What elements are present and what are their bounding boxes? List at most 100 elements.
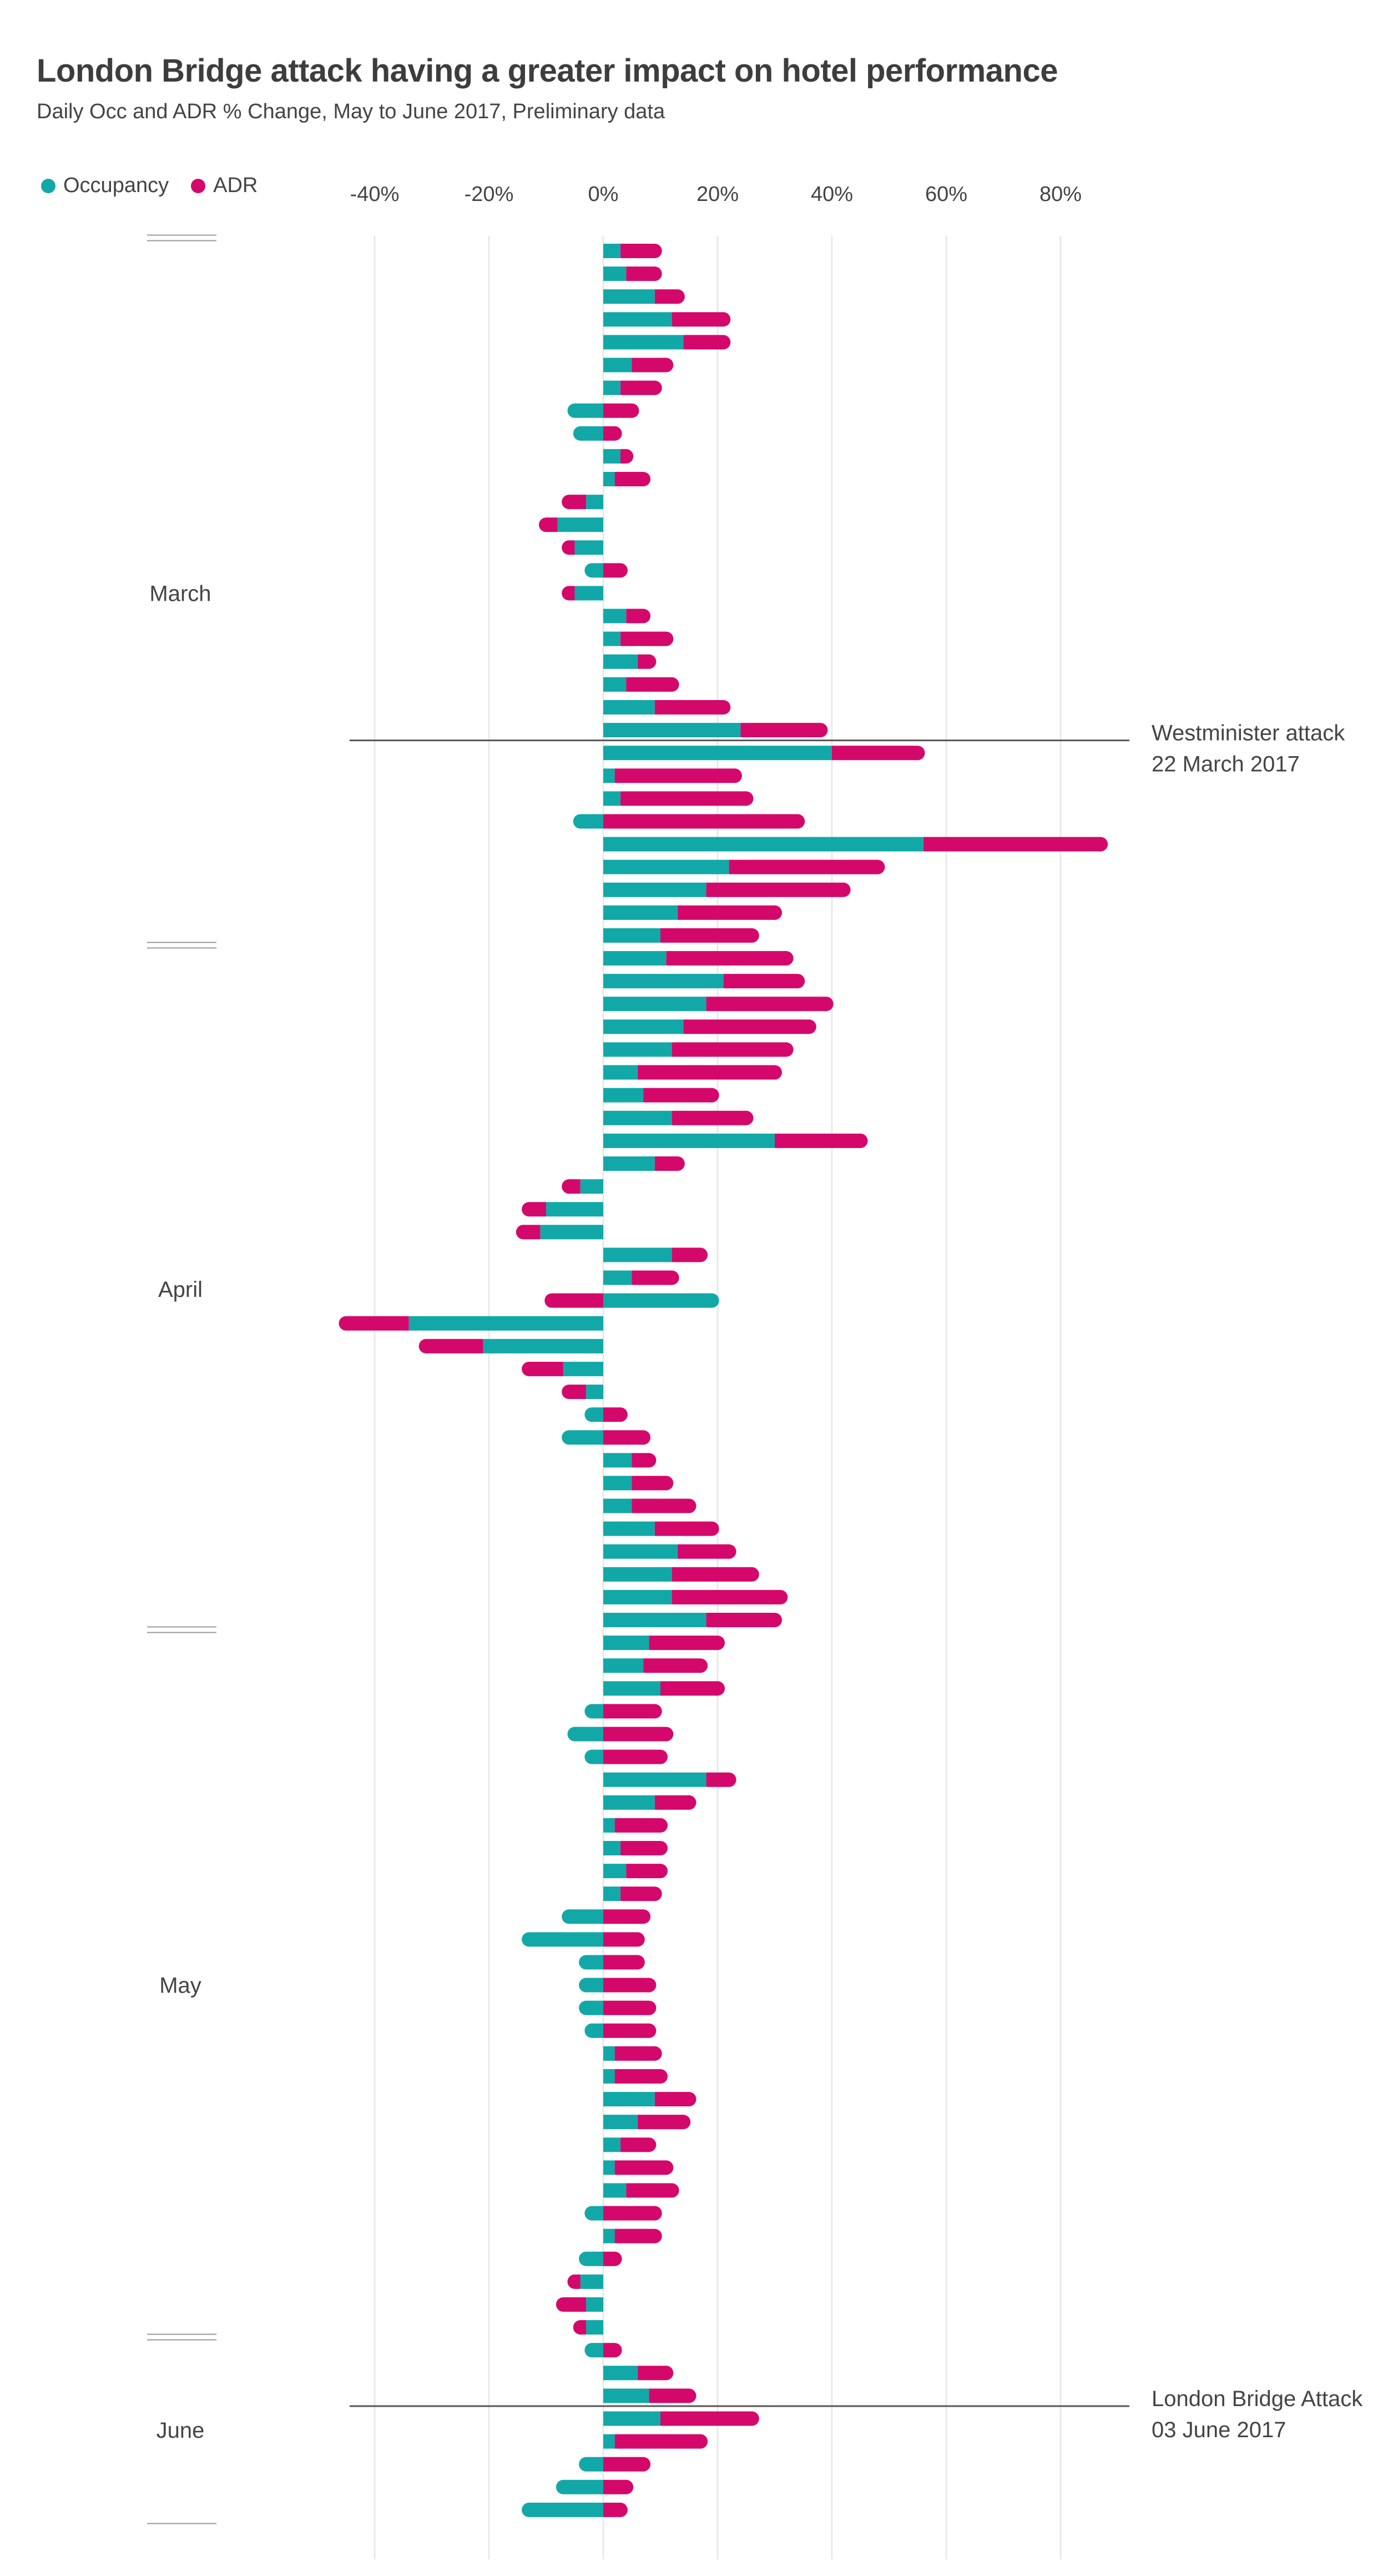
- occupancy-bar: [586, 2320, 603, 2335]
- occupancy-bar: [603, 1613, 706, 1627]
- adr-bar: [614, 2434, 701, 2449]
- day-bar-group: [603, 449, 634, 464]
- adr-bar: [660, 1681, 718, 1696]
- adr-bar-cap: [744, 928, 759, 943]
- occupancy-bar: [603, 2069, 615, 2084]
- occupancy-bar: [603, 2434, 615, 2449]
- occupancy-bar-cap: [579, 1978, 594, 1993]
- occupancy-bar: [603, 837, 923, 852]
- adr-bar: [706, 1613, 775, 1627]
- occupancy-bar: [563, 1361, 603, 1376]
- adr-bar-cap: [613, 563, 628, 578]
- day-bar-group: [603, 266, 662, 281]
- adr-bar-cap: [716, 335, 731, 350]
- event-label-0: Westminister attack: [1152, 721, 1345, 746]
- day-bar-group: [579, 2000, 657, 2015]
- adr-bar-cap: [607, 426, 622, 441]
- day-bar-group: [603, 1019, 816, 1034]
- day-bar-group: [573, 426, 622, 441]
- day-bar-group: [603, 997, 834, 1012]
- adr-bar: [603, 2000, 649, 2015]
- adr-bar-cap: [647, 2206, 662, 2221]
- day-bar-group: [579, 2251, 622, 2266]
- adr-bar-cap: [1093, 837, 1108, 852]
- adr-bar-cap: [562, 495, 577, 510]
- adr-bar-cap: [607, 2343, 622, 2358]
- reference-lines: Westminister attack 22 March 2017 London B…: [350, 721, 1363, 2442]
- occupancy-bar-cap: [562, 1909, 577, 1924]
- day-bar-group: [567, 403, 639, 418]
- occupancy-bar: [603, 951, 667, 966]
- day-bar-group: [522, 1932, 645, 1947]
- x-tick-label-3: 20%: [696, 183, 739, 206]
- adr-bar-cap: [710, 1636, 725, 1651]
- adr-bar-cap: [659, 631, 674, 646]
- adr-bar-cap: [339, 1316, 354, 1331]
- adr-bar: [626, 2183, 672, 2198]
- adr-bar-cap: [721, 1772, 736, 1787]
- day-bar-group: [556, 2297, 603, 2312]
- day-bar-group: [603, 608, 651, 623]
- adr-bar-cap: [693, 1247, 708, 1262]
- day-bar-group: [603, 1544, 736, 1559]
- occupancy-bar: [586, 495, 603, 510]
- occupancy-bar-cap: [522, 1932, 537, 1947]
- adr-bar-cap: [642, 2000, 657, 2015]
- adr-bar: [603, 1727, 667, 1742]
- bars: [339, 244, 1108, 2517]
- adr-bar-cap: [647, 1704, 662, 1719]
- adr-bar-cap: [642, 2137, 657, 2152]
- occupancy-bar-cap: [567, 1727, 582, 1742]
- adr-bar-cap: [636, 608, 651, 623]
- occupancy-bar: [586, 1385, 603, 1399]
- occupancy-bar-cap: [584, 2343, 599, 2358]
- day-bar-group: [603, 837, 1108, 852]
- occupancy-bar: [603, 859, 729, 874]
- x-tick-label-6: 80%: [1039, 183, 1082, 206]
- adr-bar: [603, 1704, 655, 1719]
- adr-bar-cap: [659, 1727, 674, 1742]
- adr-bar-cap: [659, 2160, 674, 2175]
- legend-occupancy-label: Occupancy: [63, 174, 169, 197]
- adr-bar: [603, 1978, 649, 1993]
- day-bar-group: [603, 312, 731, 327]
- day-bar-group: [603, 2434, 708, 2449]
- occupancy-bar: [603, 631, 620, 646]
- day-bar-group: [603, 1453, 657, 1468]
- month-label-may: May: [159, 1974, 201, 1998]
- occupancy-bar: [603, 472, 615, 486]
- adr-bar-cap: [556, 2297, 571, 2312]
- adr-bar-cap: [659, 358, 674, 373]
- adr-bar-cap: [642, 2023, 657, 2038]
- occupancy-bar: [603, 2115, 638, 2130]
- occupancy-bar: [603, 2366, 638, 2381]
- occupancy-bar: [603, 312, 672, 327]
- day-bar-group: [562, 495, 603, 510]
- x-tick-label-1: -20%: [465, 183, 514, 206]
- adr-bar-cap: [619, 449, 634, 464]
- day-bar-group: [603, 1110, 754, 1125]
- day-bar-group: [522, 2502, 628, 2517]
- adr-bar-cap: [670, 289, 685, 304]
- adr-bar-cap: [670, 1156, 685, 1171]
- adr-bar-cap: [544, 1293, 559, 1308]
- day-bar-group: [603, 905, 782, 920]
- adr-bar-cap: [630, 1955, 645, 1970]
- adr-bar: [603, 2206, 655, 2221]
- occupancy-bar: [574, 540, 603, 555]
- occupancy-bar-cap: [573, 426, 588, 441]
- adr-bar-cap: [704, 1521, 719, 1536]
- adr-bar: [614, 1818, 660, 1833]
- adr-bar-cap: [653, 2069, 668, 2084]
- adr-bar-cap: [647, 266, 662, 281]
- day-bar-group: [603, 2115, 691, 2130]
- day-bar-group: [562, 1430, 651, 1445]
- adr-bar-cap: [653, 1841, 668, 1855]
- occupancy-bar: [529, 1932, 603, 1947]
- day-bar-group: [603, 2046, 662, 2061]
- day-bar-group: [584, 1407, 628, 1422]
- adr-bar: [729, 859, 878, 874]
- occupancy-bar: [603, 2411, 660, 2426]
- adr-bar: [740, 723, 821, 738]
- adr-bar: [672, 1567, 752, 1582]
